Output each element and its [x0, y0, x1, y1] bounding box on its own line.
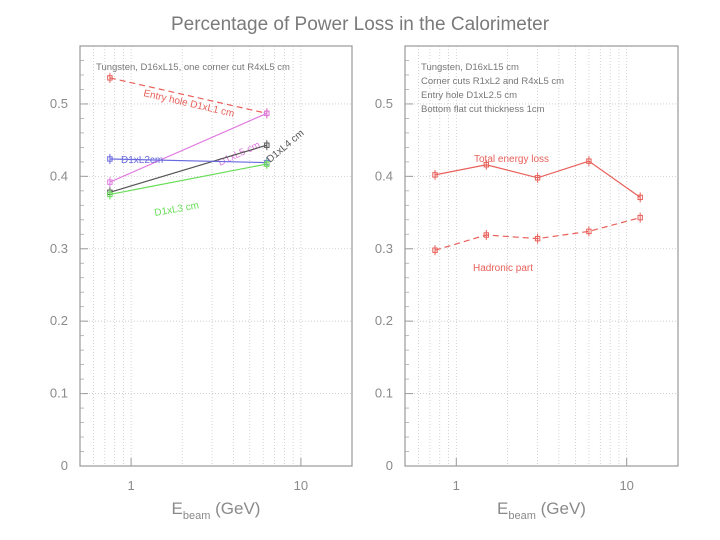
y-tick-label: 0.2 [375, 313, 393, 328]
chart-title: Percentage of Power Loss in the Calorime… [170, 14, 550, 35]
panel-2: 0 0.1 0.2 0.3 0.4 0.5 1 10 Ebeam (GeV) Tungsten, … [375, 45, 679, 522]
y-tick-label: 0 [61, 458, 68, 473]
series-line [109, 112, 268, 183]
y-tick-label: 0.4 [375, 168, 393, 183]
series-label: Hadronic part [473, 263, 533, 274]
data-point [107, 156, 113, 162]
series-label: D1xL2cm [121, 155, 163, 166]
series-line [109, 158, 267, 164]
annotation-line: Tungsten, D16xL15 cm [421, 62, 519, 73]
series-label: Total energy loss [474, 154, 549, 165]
data-point [264, 161, 270, 167]
data-point [483, 232, 490, 238]
plot-frame [404, 45, 679, 467]
data-point [432, 247, 438, 253]
plot-frame [79, 45, 353, 467]
data-point [586, 158, 592, 164]
y-tick-label: 0 [386, 458, 393, 473]
data-point [107, 179, 113, 185]
data-point [637, 214, 643, 221]
series-line [109, 163, 267, 196]
x-tick-label: 10 [619, 478, 633, 493]
data-point [534, 235, 541, 242]
y-tick-label: 0.3 [50, 241, 68, 256]
series-label: D1xL5 cm [217, 140, 262, 169]
x-tick-label: 1 [127, 478, 134, 493]
x-tick-label: 10 [294, 478, 308, 493]
x-axis-label: Ebeam (GeV) [497, 499, 586, 522]
series-line [109, 144, 267, 193]
y-tick-label: 0.1 [50, 386, 68, 401]
data-point [483, 162, 490, 168]
data-point [432, 172, 438, 178]
data-point [107, 191, 113, 198]
y-tick-label: 0.1 [375, 386, 393, 401]
annotation-line: Corner cuts R1xL2 and R4xL5 cm [421, 76, 564, 87]
y-tick-label: 0.4 [50, 168, 68, 183]
data-point [586, 228, 592, 235]
annotation-line: Entry hole D1xL2.5 cm [421, 90, 517, 101]
y-tick-label: 0.5 [375, 96, 393, 111]
data-point [107, 75, 113, 81]
annotation-line: Bottom flat cut thickness 1cm [421, 104, 545, 115]
y-tick-label: 0.3 [375, 241, 393, 256]
data-point [264, 110, 270, 117]
series-label: D1xL4 cm [265, 128, 307, 165]
series-line [109, 77, 267, 114]
y-tick-label: 0.5 [50, 96, 68, 111]
x-axis-label: Ebeam (GeV) [172, 499, 261, 522]
series-label: D1xL3 cm [154, 200, 200, 219]
x-tick-label: 1 [453, 478, 460, 493]
data-point [637, 194, 643, 201]
data-point [534, 175, 541, 181]
panel-1: 0 0.1 0.2 0.3 0.4 0.5 1 10 Ebeam (GeV) Tungsten, … [50, 45, 353, 522]
y-tick-label: 0.2 [50, 313, 68, 328]
data-point [264, 142, 270, 148]
annotation-line: Tungsten, D16xL15, one corner cut R4xL5 … [96, 62, 290, 73]
